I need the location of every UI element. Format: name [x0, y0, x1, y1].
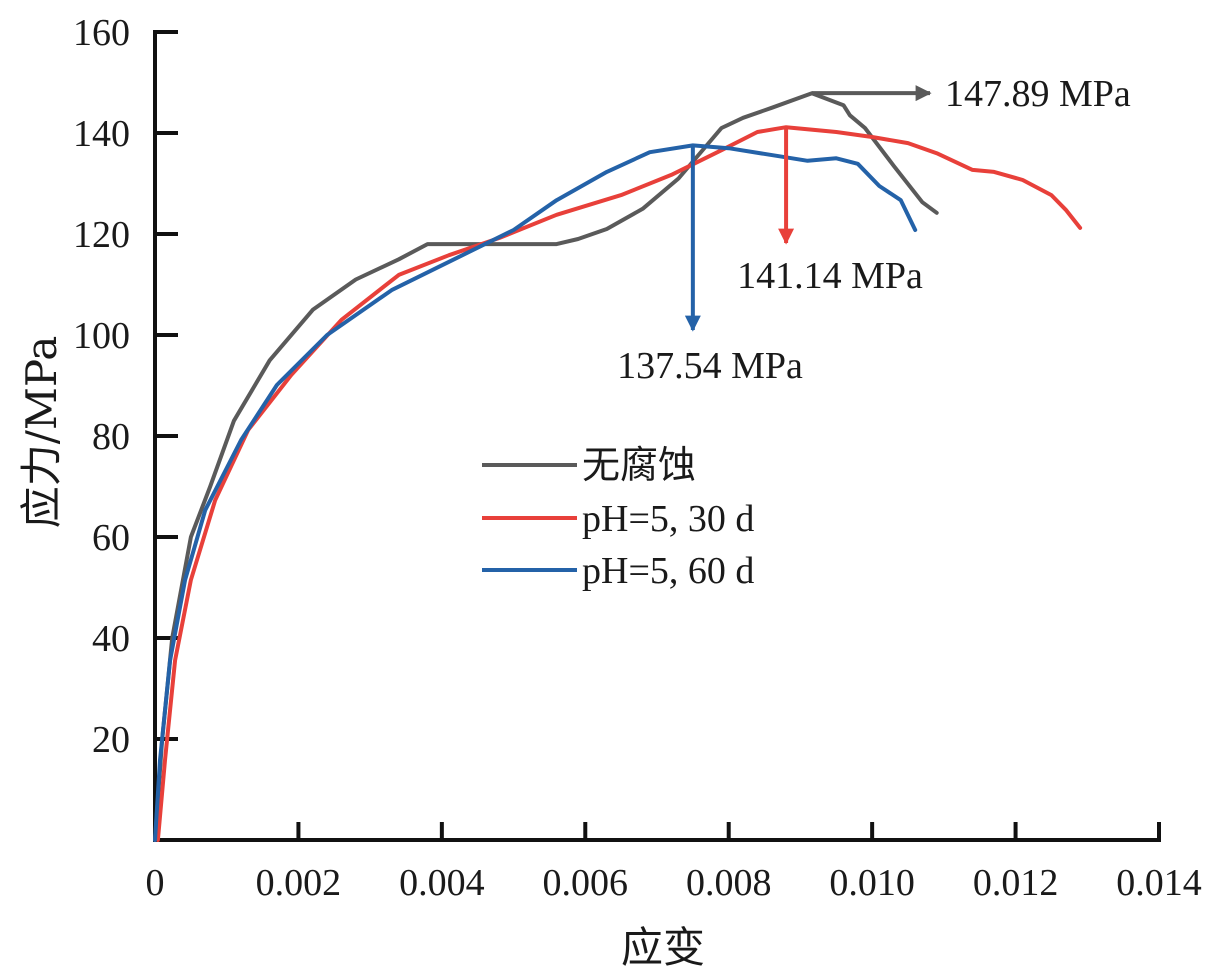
x-tick-label: 0.004	[399, 862, 485, 904]
x-tick-label: 0.014	[1116, 862, 1202, 904]
series-line-0	[153, 91, 939, 842]
y-tick-label: 100	[73, 315, 130, 357]
y-ticks: 20 40 60 80 100 120 140 160	[73, 12, 178, 761]
x-tick-label: 0.012	[973, 862, 1059, 904]
x-tick-label: 0.002	[256, 862, 342, 904]
annotation-label: 147.89 MPa	[945, 73, 1131, 115]
legend-label: pH=5, 60 d	[582, 550, 754, 592]
y-tick-label: 160	[73, 12, 130, 54]
legend-label: 无腐蚀	[582, 445, 696, 487]
series-line-1	[155, 125, 1083, 842]
series-line-2	[153, 143, 918, 842]
legend-label: pH=5, 30 d	[582, 498, 754, 540]
x-tick-label: 0.010	[829, 862, 915, 904]
y-tick-label: 80	[92, 416, 130, 458]
legend: 无腐蚀 pH=5, 30 d pH=5, 60 d	[482, 445, 754, 592]
x-ticks: 0 0.002 0.004 0.006 0.008 0.010 0.012 0.014	[146, 822, 1202, 904]
y-tick-label: 20	[92, 719, 130, 761]
y-tick-label: 40	[92, 618, 130, 660]
x-tick-label: 0.006	[543, 862, 629, 904]
x-tick-label: 0	[146, 862, 165, 904]
x-axis-title: 应变	[621, 923, 705, 972]
x-tick-label: 0.008	[686, 862, 772, 904]
y-axis-title: 应力/MPa	[17, 336, 66, 529]
annotation-layer: 147.89 MPa 141.14 MPa 137.54 MPa	[617, 73, 1131, 387]
y-tick-label: 60	[92, 517, 130, 559]
series-layer	[153, 91, 1083, 842]
annotation-label: 137.54 MPa	[617, 345, 803, 387]
y-tick-label: 140	[73, 113, 130, 155]
annotation-label: 141.14 MPa	[737, 255, 923, 297]
y-tick-label: 120	[73, 214, 130, 256]
